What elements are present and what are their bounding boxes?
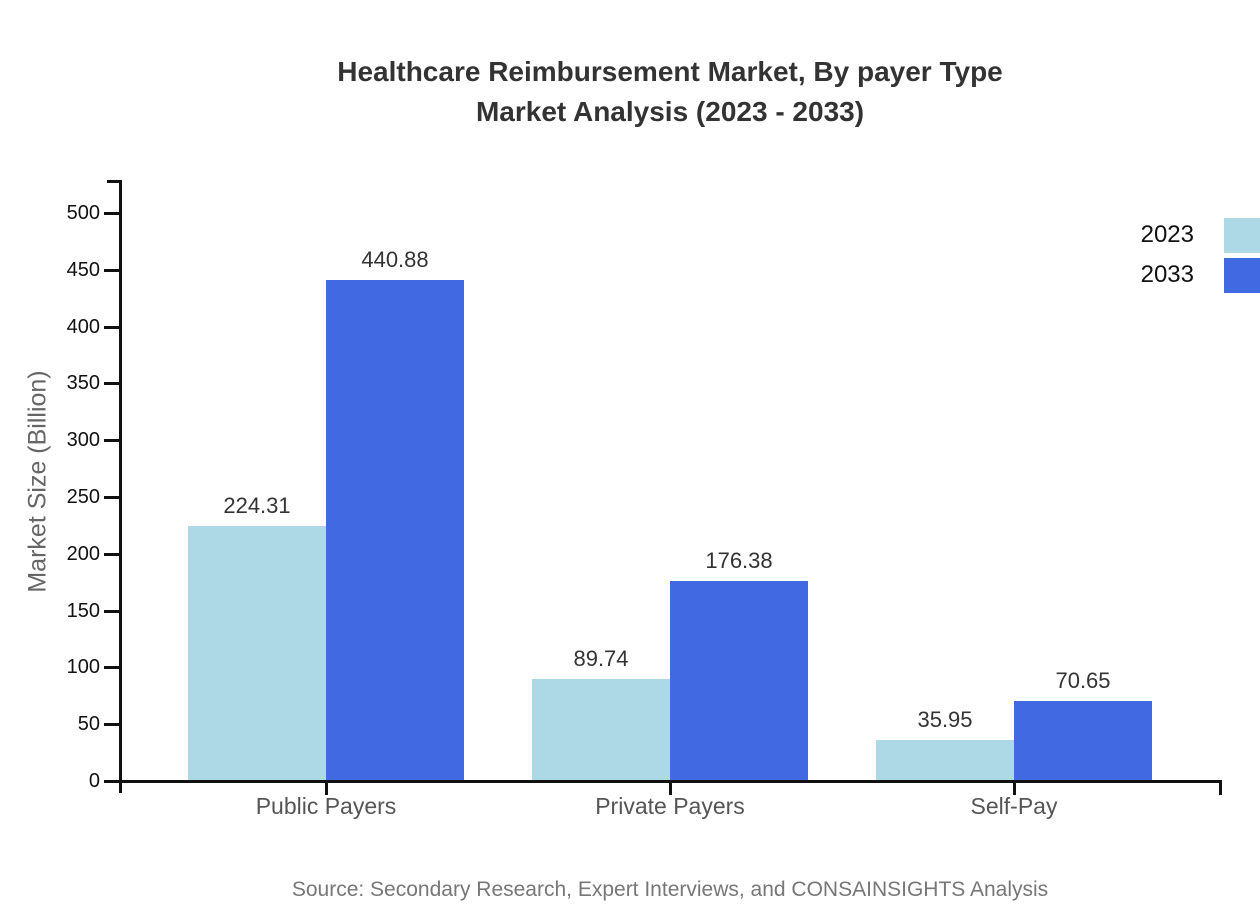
chart-title-line2: Market Analysis (2023 - 2033) [475,96,865,127]
bar-2023-private-payers [532,679,670,781]
x-category-label: Self-Pay [970,793,1058,819]
y-tick-label: 200 [66,542,100,565]
bar-2033-self-pay [1014,700,1152,781]
bar-2023-public-payers [188,526,326,781]
chart-title: Healthcare Reimbursement Market, By paye… [140,52,1200,132]
chart-title-line1: Healthcare Reimbursement Market, By paye… [337,56,1003,87]
x-tick-mark [669,781,672,795]
legend: 2023 2033 [1050,215,1260,295]
legend-label: 2033 [1140,261,1194,288]
y-tick-label: 250 [66,486,100,508]
bar-value-label: 440.88 [361,247,429,273]
bar-value-label: 70.65 [1055,667,1111,693]
legend-swatch-2023 [1224,217,1260,253]
y-tick-label: 0 [88,770,100,792]
legend-label: 2023 [1140,221,1194,248]
y-tick-mark [104,723,120,727]
bar-value-label: 176.38 [705,547,773,573]
x-tick-mark [1013,781,1016,795]
legend-swatch-2033 [1224,257,1260,293]
y-axis-top-cap [107,180,122,183]
y-tick-label: 450 [66,258,100,281]
y-tick-label: 150 [66,599,100,622]
y-axis-spine [119,180,122,793]
bar-2033-private-payers [670,580,808,781]
y-tick-mark [104,268,120,272]
bar-value-label: 224.31 [223,493,291,519]
bar-2023-self-pay [876,740,1014,781]
bar-value-label: 35.95 [917,707,973,733]
x-axis-spine [104,780,1222,783]
y-tick-label: 500 [66,202,100,224]
y-tick-label: 50 [77,713,100,736]
y-tick-mark [104,609,120,613]
y-tick-label: 350 [66,372,100,395]
y-tick-mark [104,552,120,556]
bar-value-label: 89.74 [573,646,629,672]
source-note: Source: Secondary Research, Expert Inter… [291,878,1049,901]
bar-2033-public-payers [326,280,464,781]
y-tick-mark [104,496,120,499]
y-tick-mark [104,325,120,329]
y-tick-mark [104,666,120,670]
y-tick-label: 100 [66,656,100,679]
y-tick-label: 300 [66,429,100,452]
y-tick-mark [104,382,120,386]
x-tick-mark [325,781,328,795]
y-tick-label: 400 [66,315,100,338]
y-tick-mark [104,439,120,443]
y-tick-mark [104,212,120,215]
legend-item-2033: 2033 [1050,255,1260,295]
x-axis-end-cap [1219,780,1222,795]
x-category-label: Private Payers [595,793,745,819]
x-category-label: Public Payers [255,793,397,819]
legend-item-2023: 2023 [1050,215,1260,255]
